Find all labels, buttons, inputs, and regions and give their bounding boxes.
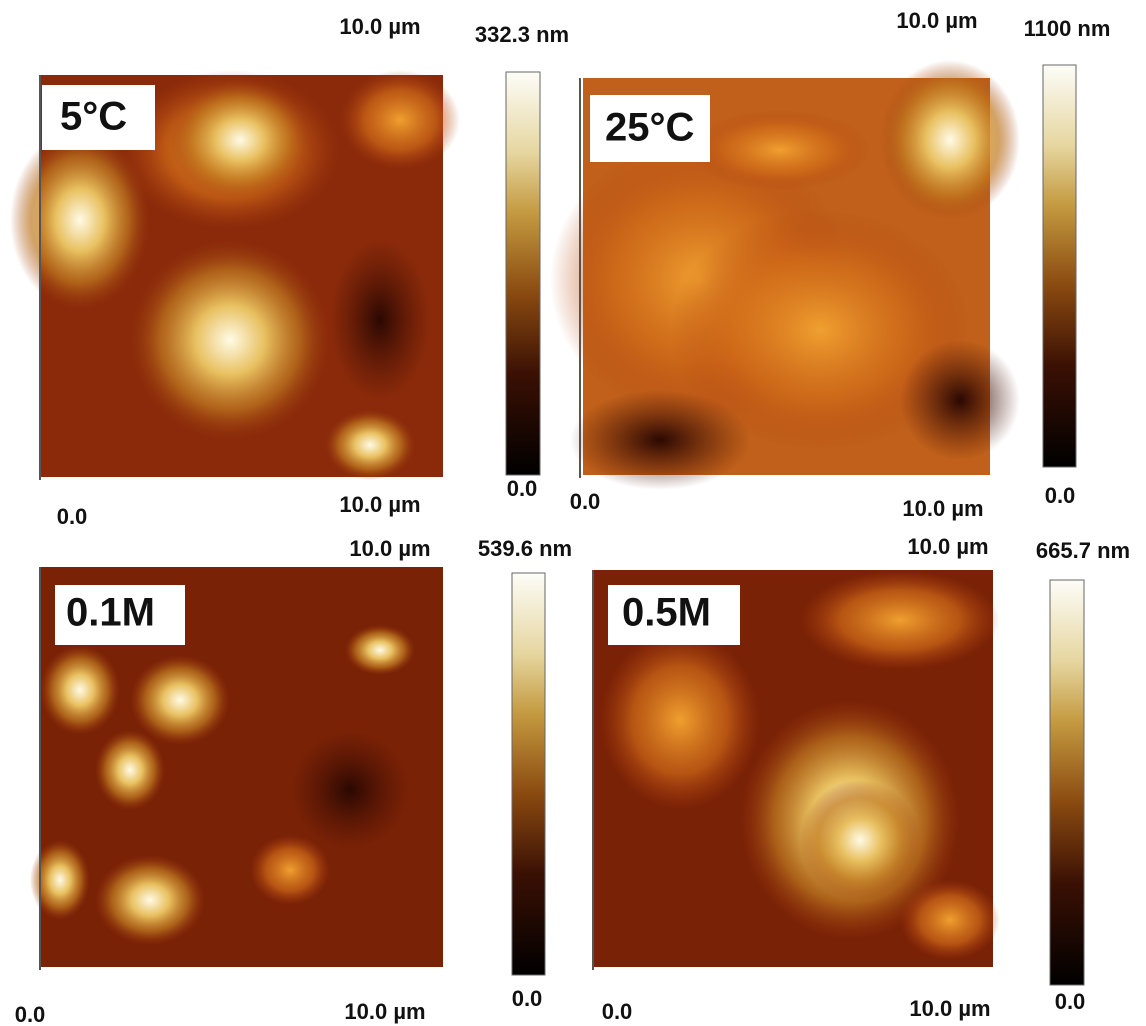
scale-min: 0.0 <box>1055 989 1086 1014</box>
figure: 5°C 25°C 0.1M 0.5M 10.0 µm 332.3 nm 0.0 … <box>0 0 1146 1026</box>
panel-label: 0.1M <box>66 591 155 635</box>
panel-label: 0.5M <box>622 591 711 635</box>
origin-label: 0.0 <box>57 504 88 529</box>
x-bottom-label: 10.0 µm <box>344 999 425 1024</box>
panel-label: 25°C <box>605 106 694 150</box>
origin-label: 0.0 <box>602 999 633 1024</box>
x-bottom-label: 10.0 µm <box>339 492 420 517</box>
scale-max: 665.7 nm <box>1036 538 1130 563</box>
x-bottom-label: 10.0 µm <box>902 496 983 521</box>
origin-label: 0.0 <box>15 1002 46 1026</box>
x-bottom-label: 10.0 µm <box>909 996 990 1021</box>
scale-min: 0.0 <box>507 476 538 501</box>
scale-max: 332.3 nm <box>475 22 569 47</box>
x-top-label: 10.0 µm <box>349 536 430 561</box>
scale-max: 539.6 nm <box>478 536 572 561</box>
scale-min: 0.0 <box>512 986 543 1011</box>
scale-max: 1100 nm <box>1024 16 1111 41</box>
x-top-label: 10.0 µm <box>896 8 977 33</box>
x-top-label: 10.0 µm <box>339 14 420 39</box>
scale-min: 0.0 <box>1045 483 1076 508</box>
x-top-label: 10.0 µm <box>907 534 988 559</box>
panel-label: 5°C <box>60 95 127 139</box>
origin-label: 0.0 <box>570 489 601 514</box>
